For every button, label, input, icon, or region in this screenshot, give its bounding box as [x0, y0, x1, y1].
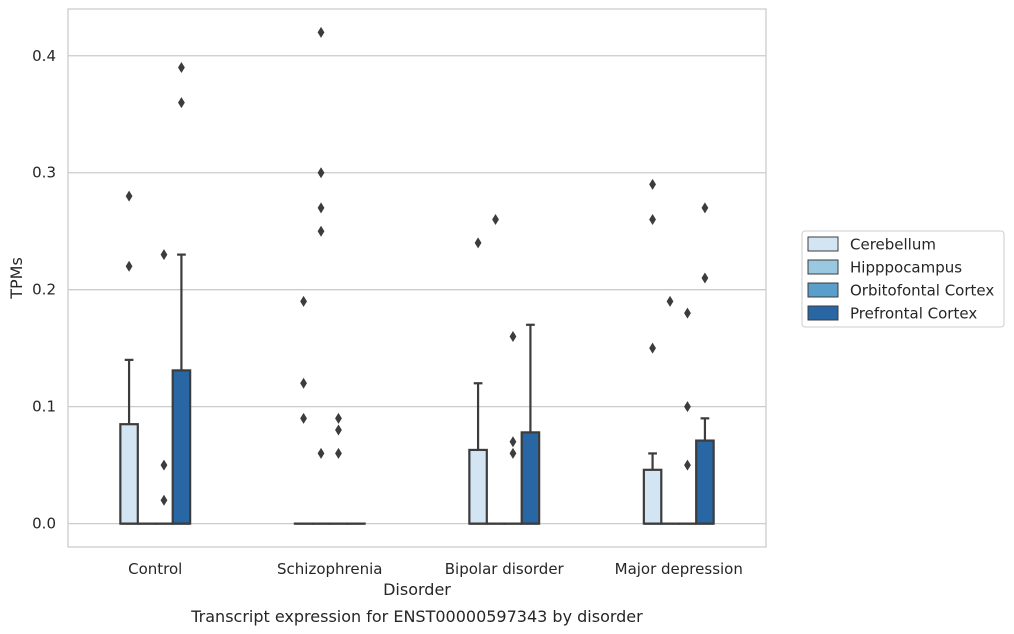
box-orbitofontal-cortex	[503, 330, 523, 525]
box-prefrontal-cortex	[520, 323, 541, 525]
outlier-point	[492, 214, 499, 226]
plot-marks	[119, 26, 715, 525]
y-tick-label: 0.4	[32, 47, 56, 65]
outlier-point	[684, 401, 691, 413]
legend-label: Hipppocampus	[850, 259, 962, 277]
outlier-point	[125, 190, 133, 202]
box-cerebellum	[642, 178, 663, 525]
outlier-point	[649, 342, 656, 354]
box-cerebellum	[468, 237, 488, 525]
box-hipppocampus	[311, 26, 331, 525]
legend-label: Cerebellum	[850, 236, 936, 254]
outlier-point	[317, 202, 325, 214]
box-prefrontal-cortex	[171, 61, 192, 525]
y-tick-label: 0.2	[32, 281, 56, 299]
box-prefrontal-cortex	[695, 202, 715, 525]
outlier-point	[335, 412, 342, 424]
outlier-point	[666, 295, 674, 307]
legend: Cerebellum Hipppocampus Orbitofontal Corte…	[801, 230, 1005, 328]
y-tick-label: 0.3	[32, 164, 56, 182]
outlier-point	[317, 447, 325, 459]
box-body	[520, 431, 541, 525]
box-body	[642, 468, 663, 525]
outlier-point	[160, 494, 168, 506]
outlier-point	[317, 167, 325, 179]
outlier-point	[649, 214, 656, 226]
outlier-point	[509, 330, 517, 342]
y-tick-labels: 0.0 0.1 0.2 0.3 0.4	[32, 47, 56, 533]
outlier-point	[701, 272, 709, 284]
box-body	[171, 369, 192, 525]
legend-items: Cerebellum Hipppocampus Orbitofontal Corte…	[807, 236, 994, 323]
box-body	[695, 439, 715, 525]
box-orbitofontal-cortex	[154, 249, 174, 525]
box-hipppocampus	[485, 214, 506, 525]
outlier-point	[300, 377, 307, 389]
outlier-point	[300, 412, 307, 424]
x-tick-label: Control	[128, 560, 182, 578]
outlier-point	[160, 249, 168, 261]
legend-label: Prefrontal Cortex	[850, 305, 977, 323]
outlier-point	[317, 225, 325, 237]
outlier-point	[178, 61, 185, 73]
chart-caption: Transcript expression for ENST0000059734…	[190, 607, 643, 626]
x-tick-label: Schizophrenia	[277, 560, 382, 578]
outlier-point	[178, 97, 185, 109]
plot-frame	[67, 8, 767, 548]
x-tick-label: Major depression	[615, 560, 743, 578]
legend-frame	[801, 230, 1005, 328]
legend-swatch	[807, 305, 839, 321]
legend-swatch	[807, 259, 839, 275]
outlier-point	[335, 424, 342, 436]
box-orbitofontal-cortex	[677, 307, 698, 525]
outlier-point	[509, 447, 517, 459]
box-hipppocampus	[660, 295, 680, 525]
outlier-point	[684, 459, 691, 471]
y-axis-title: TPMs	[7, 257, 26, 300]
x-tick-label: Bipolar disorder	[445, 560, 565, 578]
outlier-point	[317, 26, 325, 38]
outlier-point	[335, 447, 342, 459]
y-tick-label: 0.1	[32, 398, 56, 416]
outlier-point	[474, 237, 482, 249]
outlier-point	[509, 436, 517, 448]
legend-swatch	[807, 282, 839, 298]
box-cerebellum	[119, 190, 139, 525]
x-axis-title: Disorder	[383, 580, 451, 599]
legend-label: Orbitofontal Cortex	[850, 282, 994, 300]
outlier-point	[125, 260, 133, 272]
outlier-point	[160, 459, 168, 471]
box-body	[468, 448, 488, 525]
legend-swatch	[807, 236, 839, 252]
outlier-point	[649, 178, 656, 190]
outlier-point	[300, 295, 307, 307]
box-body	[119, 423, 139, 525]
box-cerebellum	[293, 295, 314, 525]
box-orbitofontal-cortex	[328, 412, 349, 525]
outlier-point	[701, 202, 709, 214]
y-tick-label: 0.0	[32, 515, 56, 533]
x-tick-labels: Control Schizophrenia Bipolar disorder Majo…	[128, 560, 743, 578]
outlier-point	[684, 307, 691, 319]
